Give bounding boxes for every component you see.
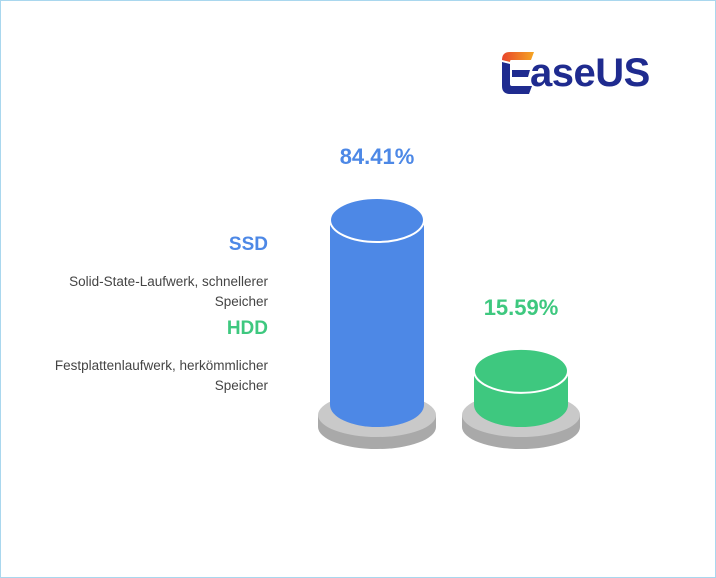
- logo-e-icon: [502, 52, 534, 94]
- legend-ssd-desc: Solid-State-Laufwerk, schnellerer Speich…: [69, 274, 268, 309]
- legend-ssd-name: SSD: [228, 234, 268, 255]
- hdd-bar-top: [473, 347, 569, 394]
- ssd-bar: [330, 220, 424, 427]
- legend-hdd: HDD Festplattenlaufwerk, herkömmlicher S…: [28, 318, 268, 396]
- ssd-value-label: 84.41%: [340, 144, 415, 169]
- hdd-value-label: 15.59%: [484, 295, 559, 320]
- legend-hdd-name: HDD: [226, 318, 268, 339]
- ssd-bar-top: [329, 197, 425, 243]
- easeus-logo: aseUS: [498, 48, 664, 98]
- logo-text: aseUS: [530, 51, 650, 95]
- legend-ssd: SSD Solid-State-Laufwerk, schnellerer Sp…: [28, 234, 268, 312]
- legend-hdd-desc: Festplattenlaufwerk, herkömmlicher Speic…: [54, 358, 268, 393]
